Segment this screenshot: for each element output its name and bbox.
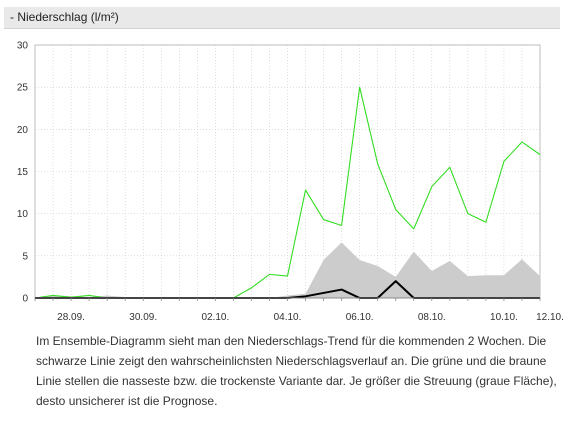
y-tick-label: 15 [17, 167, 29, 178]
x-tick-label: 28.09. [57, 312, 85, 323]
x-tick-label: 04.10. [274, 312, 302, 323]
chart-description: Im Ensemble-Diagramm sieht man den Niede… [36, 334, 557, 408]
y-tick-label: 20 [17, 125, 29, 136]
x-tick-label: 06.10. [346, 312, 374, 323]
x-tick-label: 30.09. [129, 312, 157, 323]
y-tick-label: 10 [17, 209, 29, 220]
y-tick-label: 0 [22, 294, 28, 305]
panel-title[interactable]: - Niederschlag (l/m²) [10, 10, 119, 24]
spread-area-layer [35, 242, 540, 298]
x-tick-label: 08.10. [418, 312, 446, 323]
axes: 0 5 10 15 20 25 30 28.09. 30.09. 02.10. 04.10. 06.1… [17, 41, 564, 324]
x-tick-label: 10.10. [490, 312, 518, 323]
y-tick-label: 5 [22, 251, 28, 262]
x-tick-label: 02.10. [201, 312, 229, 323]
precipitation-ensemble-chart: 0 5 10 15 20 25 30 28.09. 30.09. 02.10. 04.10. 06.1… [17, 41, 564, 324]
spread-area [35, 242, 540, 298]
grid [34, 44, 541, 299]
y-tick-label: 25 [17, 83, 29, 94]
panel-header[interactable]: - Niederschlag (l/m²) [4, 7, 560, 29]
x-tick-label: 12.10. [536, 312, 564, 323]
y-tick-label: 30 [17, 41, 29, 52]
